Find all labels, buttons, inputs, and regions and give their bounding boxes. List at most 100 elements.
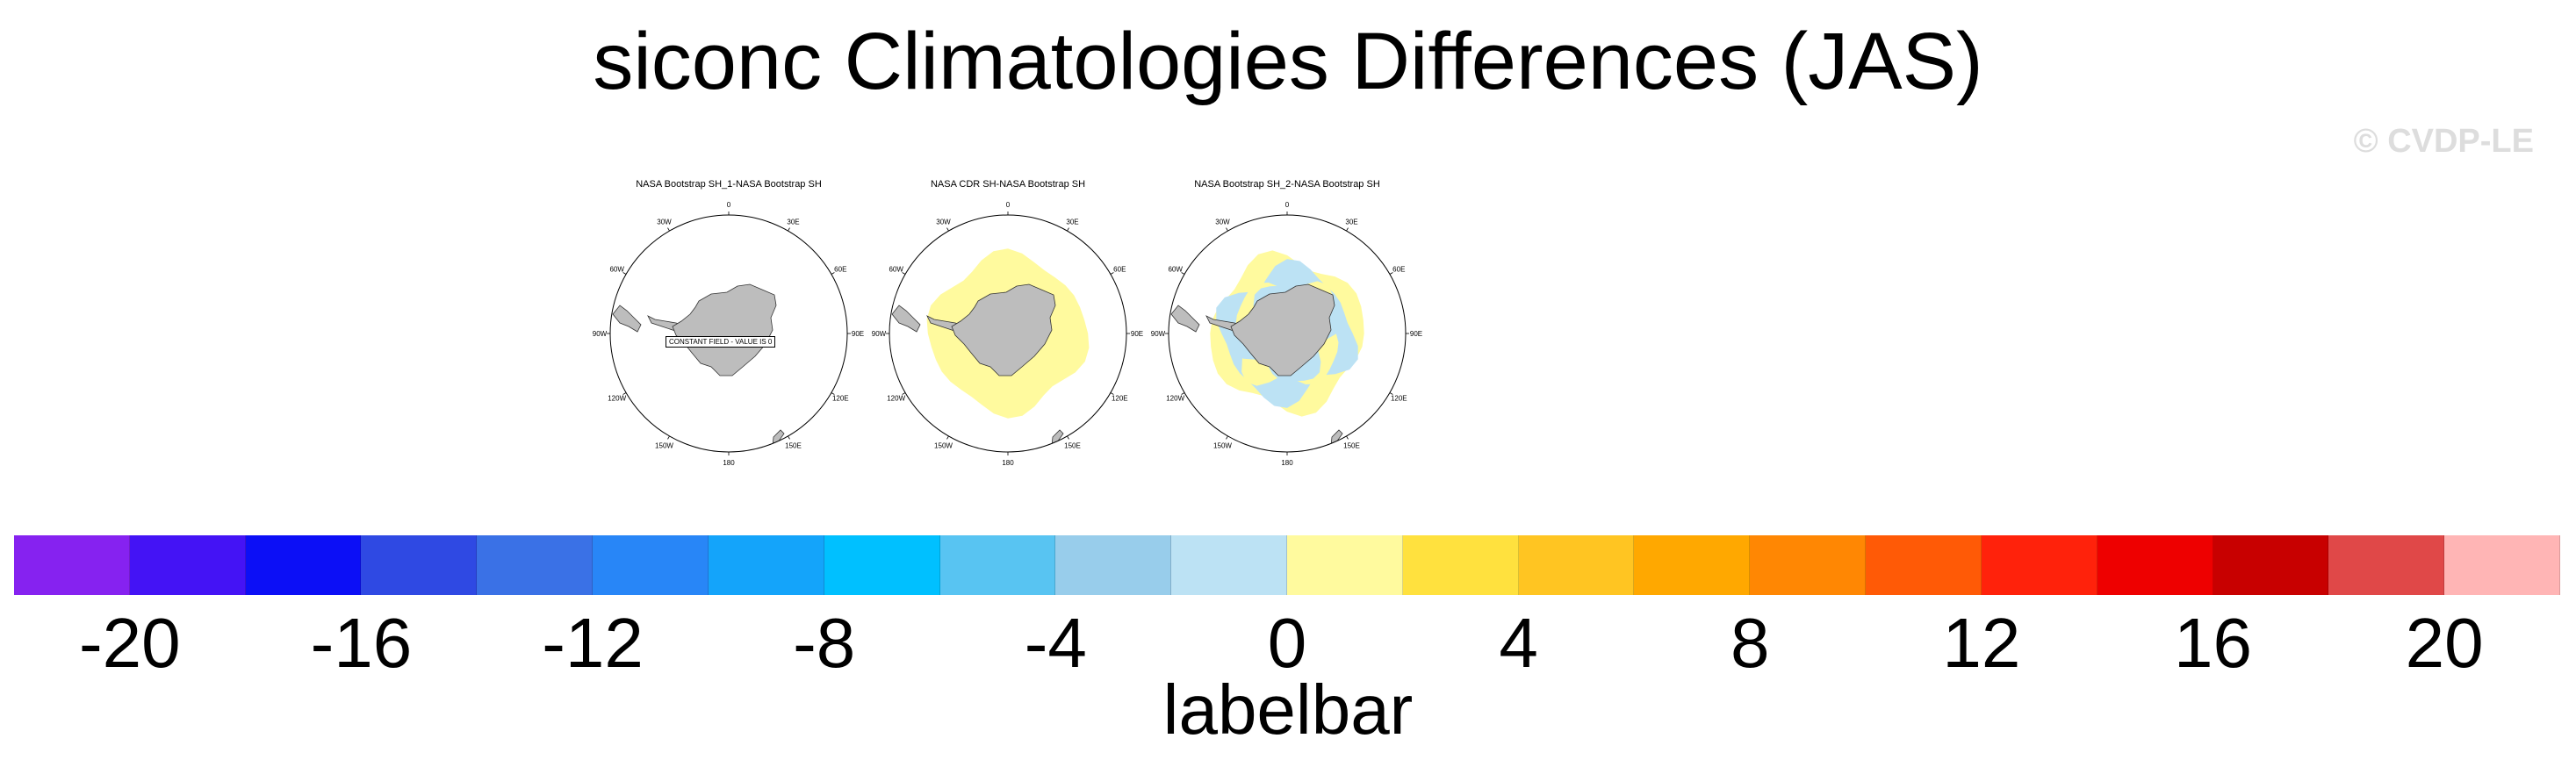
polar-map: 0 30E 60E 90E 120E 150E 180 150W 120W 90W 60W 30W xyxy=(872,201,1143,467)
longitude-tick xyxy=(1389,392,1393,395)
longitude-label: 120E xyxy=(1112,395,1128,403)
labelbar-tick-label: -8 xyxy=(793,604,856,682)
labelbar-cell xyxy=(2097,535,2213,595)
longitude-tick xyxy=(788,435,790,440)
longitude-tick xyxy=(667,227,670,232)
labelbar-tick-label: 20 xyxy=(2405,604,2484,682)
longitude-label: 150E xyxy=(1343,441,1360,449)
labelbar-cell xyxy=(824,535,940,595)
labelbar-cell xyxy=(939,535,1056,595)
labelbar-tick-label: 8 xyxy=(1731,604,1770,682)
labelbar-tick-label: 0 xyxy=(1267,604,1307,682)
antarctica-land xyxy=(1230,283,1335,376)
labelbar-cell xyxy=(2444,535,2560,595)
labelbar-tick-label: -20 xyxy=(79,604,181,682)
labelbar-cell xyxy=(1750,535,1867,595)
longitude-label: 120E xyxy=(832,395,849,403)
antarctica-land xyxy=(672,283,777,376)
longitude-label: 60W xyxy=(889,266,903,274)
longitude-label: 60W xyxy=(609,266,624,274)
labelbar-cell xyxy=(1287,535,1403,595)
longitude-tick xyxy=(1181,272,1185,275)
labelbar-caption: labelbar xyxy=(1162,670,1414,749)
longitude-tick xyxy=(946,435,949,440)
longitude-label: 150E xyxy=(1064,441,1081,449)
labelbar-cell xyxy=(1518,535,1635,595)
longitude-tick xyxy=(1346,435,1349,440)
credit-watermark: © CVDP-LE xyxy=(2353,123,2534,160)
labelbar-cell xyxy=(593,535,709,595)
longitude-tick xyxy=(622,272,627,275)
labelbar-cell xyxy=(1981,535,2097,595)
longitude-tick xyxy=(1389,272,1393,275)
labelbar-cell xyxy=(245,535,362,595)
longitude-tick xyxy=(1226,227,1228,232)
longitude-tick xyxy=(622,392,627,395)
labelbar-cell xyxy=(477,535,594,595)
panel-title: NASA Bootstrap SH_1-NASA Bootstrap SH xyxy=(636,179,822,190)
labelbar-cell xyxy=(1866,535,1982,595)
longitude-tick xyxy=(1346,227,1349,232)
longitude-label: 60W xyxy=(1168,266,1183,274)
map-panel-3: NASA Bootstrap SH_2-NASA Bootstrap SH 0 3… xyxy=(1147,179,1428,469)
longitude-label: 90W xyxy=(872,330,887,338)
longitude-label: 30E xyxy=(1345,219,1357,226)
figure-title: siconc Climatologies Differences (JAS) xyxy=(593,17,1983,106)
longitude-label: 30E xyxy=(787,219,799,226)
labelbar-cell xyxy=(361,535,478,595)
longitude-label: 90E xyxy=(1131,330,1143,338)
labelbar-cell xyxy=(1171,535,1287,595)
labelbar-tick-label: 16 xyxy=(2174,604,2253,682)
south-america-land xyxy=(612,305,642,333)
color-labelbar xyxy=(14,535,2560,595)
longitude-label: 0 xyxy=(1006,201,1011,209)
longitude-tick xyxy=(902,392,906,395)
panel-title: NASA CDR SH-NASA Bootstrap SH xyxy=(930,179,1086,190)
longitude-label: 120E xyxy=(1391,395,1407,403)
longitude-tick xyxy=(1110,392,1114,395)
labelbar-tick-label: 12 xyxy=(1942,604,2021,682)
labelbar-cell xyxy=(1055,535,1172,595)
map-panel-2: NASA CDR SH-NASA Bootstrap SH 0 30E 60E 90E… xyxy=(867,179,1148,469)
longitude-label: 150W xyxy=(1213,441,1232,449)
longitude-label: 180 xyxy=(723,459,735,467)
labelbar-cell xyxy=(1402,535,1519,595)
panel-title: NASA Bootstrap SH_2-NASA Bootstrap SH xyxy=(1194,179,1380,190)
labelbar-tick-label: 4 xyxy=(1499,604,1538,682)
labelbar-tick-label: -16 xyxy=(310,604,413,682)
longitude-tick xyxy=(831,392,835,395)
longitude-label: 150W xyxy=(655,441,673,449)
longitude-label: 90W xyxy=(593,330,608,338)
longitude-label: 60E xyxy=(1113,266,1126,274)
longitude-tick xyxy=(1067,227,1069,232)
labelbar-cell xyxy=(1634,535,1751,595)
longitude-label: 90E xyxy=(852,330,864,338)
longitude-tick xyxy=(788,227,790,232)
longitude-label: 120W xyxy=(887,395,905,403)
longitude-label: 120W xyxy=(608,395,626,403)
labelbar-cell xyxy=(129,535,246,595)
longitude-tick xyxy=(831,272,835,275)
labelbar-cell xyxy=(2328,535,2445,595)
longitude-label: 150E xyxy=(785,441,802,449)
longitude-tick xyxy=(902,272,906,275)
longitude-label: 60E xyxy=(1392,266,1405,274)
longitude-tick xyxy=(946,227,949,232)
longitude-label: 120W xyxy=(1166,395,1184,403)
polar-map: 0 30E 60E 90E 120E 150E 180 150W 120W 90W 60W 30W xyxy=(593,201,864,467)
longitude-label: 0 xyxy=(1285,201,1290,209)
longitude-tick xyxy=(1110,272,1114,275)
longitude-label: 30W xyxy=(657,219,672,226)
constant-field-label: CONSTANT FIELD - VALUE IS 0 xyxy=(666,336,776,348)
longitude-label: 90E xyxy=(1410,330,1422,338)
south-america-land xyxy=(1170,305,1200,333)
labelbar-cell xyxy=(708,535,824,595)
labelbar-tick-label: -4 xyxy=(1024,604,1087,682)
south-america-land xyxy=(891,305,921,333)
longitude-label: 30W xyxy=(936,219,951,226)
longitude-label: 60E xyxy=(834,266,846,274)
labelbar-cell xyxy=(14,535,130,595)
longitude-tick xyxy=(667,435,670,440)
longitude-tick xyxy=(1181,392,1185,395)
longitude-label: 150W xyxy=(934,441,953,449)
